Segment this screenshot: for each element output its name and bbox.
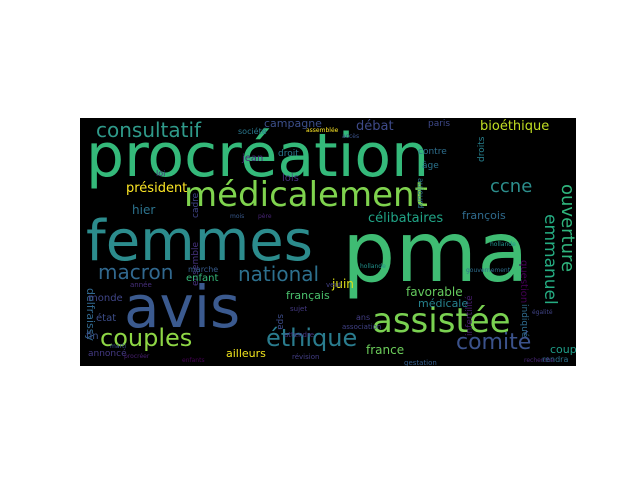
word-pere: assemblée bbox=[306, 127, 339, 134]
word-assemblee: mois bbox=[230, 213, 245, 220]
word-hier: hier bbox=[132, 203, 156, 217]
word-procreation: procréation bbox=[86, 121, 430, 191]
word-rendra: rendra bbox=[542, 355, 569, 364]
word-francois: françois bbox=[462, 209, 506, 222]
word-jean: jean bbox=[242, 153, 264, 164]
word-cadre: marti bbox=[110, 343, 127, 350]
word-recherche: recherche bbox=[524, 357, 554, 364]
word-fin: fin bbox=[86, 331, 99, 342]
word-spa: spa bbox=[275, 314, 285, 330]
word-monde: monde bbox=[88, 293, 123, 304]
word-ouverture: ouverture bbox=[557, 184, 576, 273]
word-campagne: campagne bbox=[264, 118, 322, 130]
word-acces: accès bbox=[342, 133, 360, 140]
word-medicalement: médicalement bbox=[184, 175, 428, 215]
word-couple: couple bbox=[550, 343, 576, 356]
word-france: france bbox=[366, 343, 405, 357]
word-marche: marche bbox=[188, 265, 219, 274]
word-droit: droit bbox=[278, 149, 299, 159]
word-procreer: procréer bbox=[124, 353, 150, 360]
word-ethique: éthique bbox=[266, 324, 358, 352]
word-marti: père bbox=[258, 213, 272, 220]
word-comite: comité bbox=[456, 330, 532, 355]
word-age: âge bbox=[422, 161, 439, 171]
word-lois: lois bbox=[282, 173, 299, 184]
word-egalite: égalité bbox=[532, 309, 553, 316]
word-president: président bbox=[126, 181, 188, 196]
word-paris: paris bbox=[428, 119, 451, 129]
word-femmes: femmes bbox=[86, 209, 313, 274]
word-cloud-panel: procréation pma femmes avis médicalement… bbox=[80, 118, 576, 366]
word-societe: société bbox=[238, 127, 267, 136]
word-gestation: gestation bbox=[404, 359, 437, 367]
word-medicale: médicale bbox=[418, 297, 469, 310]
word-contre: contre bbox=[418, 147, 447, 157]
word-ailleurs: ailleurs bbox=[226, 347, 266, 360]
word-revision: révision bbox=[292, 353, 320, 361]
word-mois: hollande bbox=[360, 263, 386, 270]
word-couples: couples bbox=[100, 324, 193, 352]
word-droits: droits bbox=[477, 136, 487, 162]
word-association: association bbox=[342, 323, 382, 331]
word-etat: état bbox=[96, 313, 117, 324]
word-annonce: annoncé bbox=[88, 349, 127, 359]
word-passions: cadre bbox=[191, 192, 201, 218]
word-debat: débat bbox=[356, 119, 394, 134]
word-question: question bbox=[518, 260, 529, 304]
word-juin: juin bbox=[332, 277, 354, 291]
word-attendre: attendre bbox=[284, 331, 314, 339]
word-emmanuel: emmanuel bbox=[540, 214, 560, 305]
word-ccne: ccne bbox=[490, 176, 533, 197]
word-sujet: sujet bbox=[290, 305, 308, 313]
word-enfants: enfants bbox=[182, 357, 205, 364]
word-macron: macron bbox=[98, 260, 174, 284]
word-assistee: assistée bbox=[372, 301, 511, 341]
word-hollande: hollande bbox=[490, 241, 516, 248]
word-aujourd: aujourd bbox=[416, 178, 425, 209]
word-indique: indiqué bbox=[519, 304, 529, 338]
word-gouvernement: gouvernement bbox=[466, 267, 511, 274]
word-favorable: favorable bbox=[406, 285, 463, 299]
word-celibataires: célibataires bbox=[368, 211, 444, 226]
word-national: national bbox=[238, 262, 320, 286]
word-annee: année bbox=[130, 281, 152, 289]
word-bioethique: bioéthique bbox=[480, 119, 550, 134]
word-francais: français bbox=[286, 289, 330, 302]
word-enfant: enfant bbox=[186, 273, 219, 284]
word-loi: loi bbox=[156, 169, 166, 178]
word-pma: pma bbox=[342, 203, 529, 301]
word-veut: veut bbox=[326, 281, 342, 289]
word-ans: ans bbox=[356, 313, 371, 322]
word-avis: avis bbox=[124, 273, 241, 341]
word-consultatif: consultatif bbox=[96, 118, 202, 142]
